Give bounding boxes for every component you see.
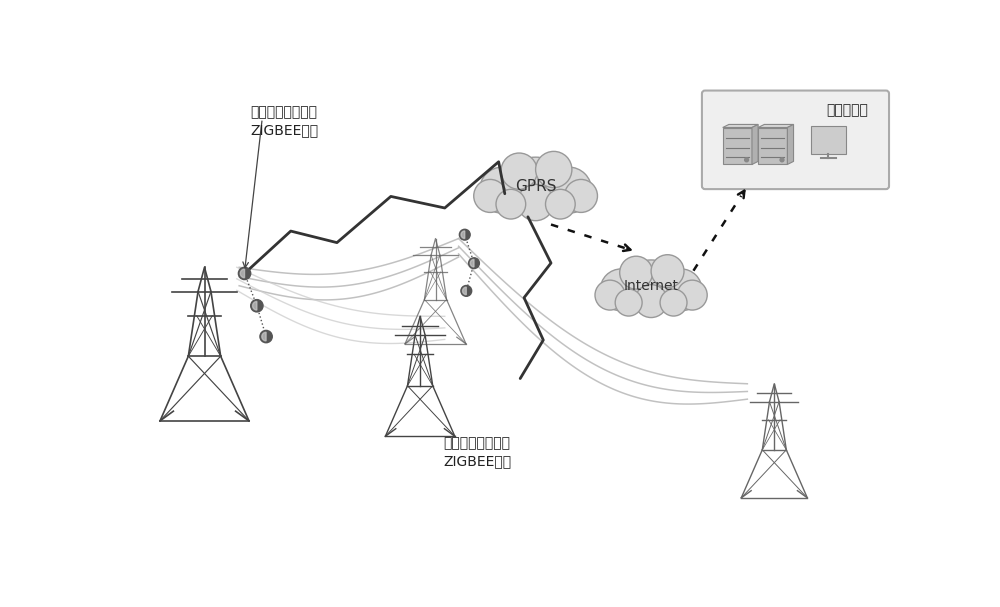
Circle shape xyxy=(480,167,526,213)
Circle shape xyxy=(536,151,572,188)
Circle shape xyxy=(546,167,592,213)
Circle shape xyxy=(620,256,653,289)
Text: Internet: Internet xyxy=(624,279,679,293)
Circle shape xyxy=(501,153,537,189)
Bar xyxy=(723,127,752,164)
Circle shape xyxy=(474,180,507,212)
Circle shape xyxy=(507,157,564,215)
Polygon shape xyxy=(723,124,758,127)
Circle shape xyxy=(461,285,472,296)
Polygon shape xyxy=(253,302,257,310)
Circle shape xyxy=(615,289,642,316)
Circle shape xyxy=(545,189,575,219)
Circle shape xyxy=(745,158,749,162)
Polygon shape xyxy=(758,124,794,127)
Circle shape xyxy=(251,300,263,312)
Circle shape xyxy=(517,185,554,221)
Polygon shape xyxy=(787,124,794,164)
FancyBboxPatch shape xyxy=(702,90,889,189)
Text: 远程监控站: 远程监控站 xyxy=(827,104,868,118)
Circle shape xyxy=(660,289,687,316)
Circle shape xyxy=(660,269,702,311)
Circle shape xyxy=(635,285,668,317)
Circle shape xyxy=(677,280,707,310)
Text: 故障检测装置及其
ZIGBEE网络: 故障检测装置及其 ZIGBEE网络 xyxy=(251,105,319,138)
Circle shape xyxy=(564,180,597,212)
Text: GPRS: GPRS xyxy=(515,178,556,194)
Polygon shape xyxy=(470,259,474,267)
Circle shape xyxy=(625,260,677,313)
Circle shape xyxy=(651,255,684,288)
Circle shape xyxy=(469,258,479,268)
Text: 故障检测装置及其
ZIGBEE网络: 故障检测装置及其 ZIGBEE网络 xyxy=(443,436,511,469)
Bar xyxy=(758,127,787,164)
Polygon shape xyxy=(463,287,466,294)
Bar xyxy=(811,126,846,154)
Polygon shape xyxy=(240,269,245,278)
Circle shape xyxy=(260,330,272,343)
Circle shape xyxy=(496,189,526,219)
Polygon shape xyxy=(752,124,758,164)
Polygon shape xyxy=(461,231,465,239)
Circle shape xyxy=(595,280,625,310)
Circle shape xyxy=(600,269,642,311)
Circle shape xyxy=(780,158,784,162)
Circle shape xyxy=(238,267,251,280)
Polygon shape xyxy=(262,332,266,341)
Circle shape xyxy=(459,229,470,240)
